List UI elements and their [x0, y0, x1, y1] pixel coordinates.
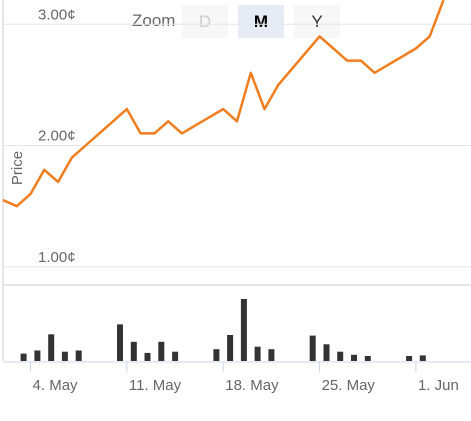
volume-bar: [172, 351, 179, 361]
volume-bars: [20, 299, 426, 361]
price-tick-label: 3.00¢: [38, 6, 76, 23]
x-tick-label: 18. May: [225, 377, 279, 394]
zoom-month-button[interactable]: M: [238, 5, 284, 38]
volume-bar: [75, 350, 82, 361]
volume-bar: [227, 335, 234, 361]
volume-bar: [254, 346, 261, 361]
volume-bar: [20, 353, 27, 361]
price-tick-label: 2.00¢: [38, 128, 76, 145]
zoom-label: Zoom: [132, 11, 176, 30]
volume-bar: [48, 334, 55, 361]
x-tick-label: 25. May: [322, 377, 376, 394]
volume-bar: [323, 344, 330, 361]
volume-bar: [213, 349, 220, 361]
volume-bar: [309, 335, 316, 361]
zoom-bar: Zoom D M Y: [0, 5, 471, 38]
volume-bar: [240, 299, 247, 361]
volume-bar: [364, 356, 371, 361]
volume-bar: [337, 351, 344, 361]
x-axis-ticks: [30, 362, 417, 372]
zoom-year-button[interactable]: Y: [294, 5, 340, 38]
volume-bar: [117, 324, 123, 361]
price-line: [2, 0, 445, 208]
x-tick-label: 1. Jun: [418, 377, 459, 394]
price-tick-label: 1.00¢: [38, 249, 76, 266]
x-tick-label: 11. May: [129, 377, 182, 394]
volume-bar: [144, 352, 151, 361]
price-grid: [3, 23, 471, 268]
volume-bar: [130, 341, 137, 361]
volume-bar: [406, 356, 413, 361]
volume-bar: [351, 354, 357, 361]
volume-bar: [34, 350, 41, 361]
price-tick-labels: 1.00¢ 2.00¢ 3.00¢: [38, 6, 76, 266]
volume-bar: [61, 351, 68, 361]
volume-bar: [268, 349, 275, 361]
price-axis-title: Price: [9, 151, 26, 185]
volume-bar: [158, 341, 165, 361]
x-axis-tick-labels: 4. May 11. May 18. May 25. May 1. Jun: [33, 377, 459, 394]
volume-bar: [419, 355, 426, 361]
x-tick-label: 4. May: [33, 377, 79, 394]
zoom-day-button[interactable]: D: [182, 5, 228, 38]
